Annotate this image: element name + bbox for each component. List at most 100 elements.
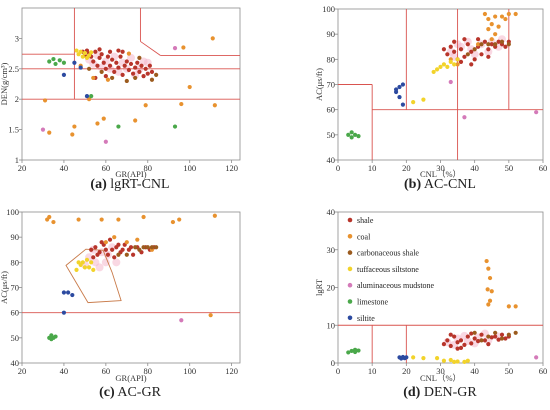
caption-label: (d) — [403, 385, 421, 400]
data-point — [103, 66, 108, 71]
data-point — [482, 39, 488, 44]
data-point — [133, 65, 138, 70]
data-point — [479, 52, 484, 57]
data-point — [177, 217, 182, 222]
data-point — [128, 245, 134, 250]
data-point — [448, 79, 453, 85]
data-point — [145, 71, 150, 76]
data-point — [448, 44, 453, 49]
data-point — [137, 69, 142, 74]
shading-point — [139, 57, 148, 66]
x-tick-label: 10 — [368, 366, 377, 376]
data-point — [513, 11, 518, 17]
y-tick-label: 90 — [327, 29, 336, 39]
data-point — [80, 260, 85, 265]
chart-panel: 0 10 20 30 40 50 60 0 10 20 30 40 CNL（%） lgRT shale coa… — [314, 207, 547, 383]
shale-point — [441, 342, 447, 347]
y-tick-label: 0 — [331, 358, 335, 368]
x-tick-label: 80 — [144, 163, 153, 173]
coal-point — [487, 298, 493, 303]
data-point — [133, 245, 138, 250]
data-point — [70, 292, 75, 298]
data-point — [86, 66, 92, 71]
x-tick-label: 0 — [336, 366, 340, 376]
x-tick-label: 60 — [102, 163, 111, 173]
data-point — [89, 260, 94, 265]
data-point — [482, 11, 488, 17]
data-point — [141, 214, 146, 220]
shale-point — [445, 338, 450, 343]
tuffaceous-siltstone-point — [421, 355, 426, 361]
legend-label: aluminaceous mudstone — [357, 281, 435, 290]
data-point — [116, 252, 121, 257]
chart-panel: 20 40 60 80 100 120 1 1.5 2 2.5 3 GR(API) DEN(g/cm³) — [0, 7, 241, 179]
data-point — [95, 63, 100, 68]
data-point — [137, 55, 142, 60]
data-point — [346, 132, 351, 137]
data-point — [147, 63, 152, 68]
caption-a: (a) lgRT-CNL — [20, 177, 240, 193]
data-point — [472, 57, 477, 62]
x-tick-label: 80 — [144, 366, 153, 376]
aluminaceous-mudstone-point — [534, 355, 539, 360]
y-axis-label: AC(μs/ft) — [314, 68, 324, 101]
data-point — [210, 36, 215, 41]
caption-b: (b) AC-CNL — [330, 177, 550, 193]
data-point — [462, 54, 467, 59]
legend-marker — [347, 217, 353, 223]
data-point — [101, 116, 106, 121]
data-point — [91, 267, 96, 272]
data-point — [124, 78, 129, 84]
data-point — [506, 11, 511, 17]
data-point — [116, 217, 121, 222]
y-tick-label: 3 — [15, 33, 19, 43]
data-point — [116, 124, 121, 129]
carbonaceous-shale-point — [513, 330, 518, 335]
data-point — [469, 49, 474, 54]
data-point — [61, 290, 67, 295]
data-point — [105, 54, 111, 59]
caption-title: AC-GR — [117, 385, 161, 400]
data-point — [486, 27, 491, 32]
shale-point — [493, 334, 498, 339]
data-point — [66, 290, 71, 295]
data-point — [112, 255, 117, 260]
data-point — [105, 252, 111, 257]
carbonaceous-shale-point — [486, 334, 491, 339]
x-tick-label: 60 — [539, 366, 548, 376]
data-point — [469, 62, 474, 67]
data-point — [143, 66, 148, 71]
y-tick-label: 100 — [322, 4, 335, 14]
caption-label: (c) — [99, 385, 115, 400]
coal-point — [484, 258, 489, 264]
data-point — [486, 54, 491, 59]
data-point — [143, 103, 148, 108]
data-point — [130, 71, 136, 76]
y-axis-label: AC(μs/ft) — [0, 271, 9, 304]
shale-point — [472, 336, 477, 341]
y-tick-label: 60 — [11, 308, 20, 318]
data-point — [397, 84, 402, 90]
shale-point — [455, 340, 460, 345]
data-point — [82, 50, 87, 56]
data-point — [493, 32, 498, 37]
data-point — [80, 54, 85, 59]
data-point — [452, 62, 457, 67]
data-point — [120, 49, 125, 54]
data-point — [53, 61, 58, 67]
data-point — [89, 50, 94, 55]
data-point — [99, 69, 104, 74]
x-tick-label: 60 — [539, 163, 548, 173]
legend-marker — [347, 266, 353, 272]
shale-point — [482, 338, 488, 343]
x-tick-label: 10 — [368, 163, 377, 173]
siltite-point — [399, 356, 404, 361]
data-point — [489, 37, 494, 42]
tuffaceous-siltstone-point — [465, 358, 470, 363]
data-point — [455, 62, 460, 67]
legend-marker — [347, 299, 353, 304]
coal-point — [487, 275, 493, 281]
shale-point — [496, 337, 501, 342]
x-axis-label: GR(API) — [115, 169, 146, 179]
data-point — [95, 252, 100, 257]
